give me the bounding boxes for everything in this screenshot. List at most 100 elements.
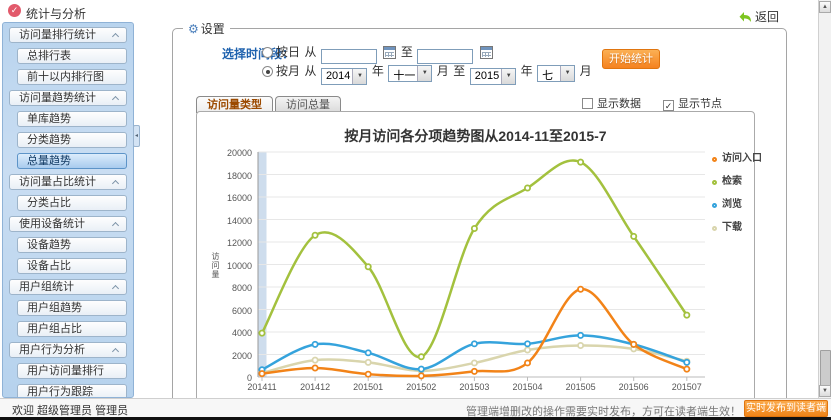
chevron-down-icon[interactable]: ▼: [501, 69, 516, 84]
legend-item[interactable]: 检索: [712, 171, 762, 187]
chevron-up-icon: [111, 179, 120, 188]
x-tick-label: 201501: [353, 382, 384, 392]
series-line-检索: [260, 159, 688, 359]
scroll-down-icon[interactable]: ▼: [819, 385, 831, 397]
data-point: [683, 358, 691, 366]
back-button[interactable]: 返回: [739, 8, 779, 24]
sidebar-item[interactable]: 用户行为跟踪: [17, 384, 127, 397]
data-point: [683, 365, 691, 373]
publish-button[interactable]: 实时发布到读者端: [744, 400, 828, 417]
from-year-select[interactable]: 2014 ▼: [320, 68, 368, 85]
data-point: [364, 370, 372, 378]
show-data-checkbox[interactable]: [582, 98, 593, 109]
x-tick-label: 201411: [247, 382, 277, 392]
scroll-up-icon[interactable]: ▲: [819, 1, 831, 13]
by-day-radio[interactable]: [262, 47, 273, 58]
calendar-icon[interactable]: [383, 46, 397, 59]
show-node-checkbox[interactable]: ✓: [663, 100, 674, 111]
y-tick-label: 8000: [231, 283, 252, 293]
sidebar-section-2[interactable]: 访问量占比统计: [9, 174, 127, 190]
to-year-select[interactable]: 2015 ▼: [469, 68, 517, 85]
x-tick-label: 201412: [300, 382, 331, 392]
publish-notice: 管理端增删改的操作需要实时发布，方可在读者端生效！: [466, 406, 741, 418]
chevron-down-icon[interactable]: ▼: [352, 69, 367, 84]
settings-legend: ⚙ 设置: [183, 20, 230, 37]
to-year-value: 2015: [474, 70, 500, 82]
check-circle-icon: ✓: [8, 4, 21, 17]
scrollbar-thumb[interactable]: [820, 350, 831, 386]
legend-marker-icon: [712, 157, 717, 162]
chevron-up-icon: [111, 347, 120, 356]
data-point: [364, 358, 372, 366]
data-point: [523, 340, 531, 348]
by-month-radio[interactable]: [262, 66, 273, 77]
by-month-row: 按月 从 2014 ▼ 年 十一 ▼ 月 至 2015 ▼ 年 七 ▼ 月: [262, 62, 592, 85]
data-point: [577, 331, 585, 339]
data-point: [577, 341, 585, 349]
sidebar-item[interactable]: 用户组占比: [17, 321, 127, 337]
sidebar-title: 统计与分析: [26, 7, 87, 21]
day-to-input[interactable]: [417, 49, 474, 64]
day-from-input[interactable]: [320, 49, 377, 64]
legend-marker-icon: [712, 226, 717, 231]
start-statistics-button[interactable]: 开始统计: [602, 49, 660, 69]
y-axis-label: 访问量: [211, 252, 220, 279]
data-point: [470, 340, 478, 348]
from-month-select[interactable]: 十一 ▼: [388, 65, 433, 82]
tab-1[interactable]: 访问总量: [275, 96, 341, 113]
from-label: 从: [304, 45, 317, 59]
chart-legend: 访问入口检索浏览下载: [712, 148, 762, 240]
sidebar-item[interactable]: 总排行表: [17, 48, 127, 64]
data-point: [630, 340, 638, 348]
x-tick-label: 201504: [512, 382, 543, 392]
to-month-select[interactable]: 七 ▼: [537, 65, 576, 82]
sidebar-item[interactable]: 设备趋势: [17, 237, 127, 253]
legend-marker-icon: [712, 180, 717, 185]
sidebar-section-5[interactable]: 用户行为分析: [9, 342, 127, 358]
chevron-down-icon[interactable]: ▼: [560, 66, 575, 81]
year-label: 年: [520, 64, 533, 78]
from-month-value: 十一: [393, 70, 416, 82]
sidebar-item[interactable]: 用户访问量排行: [17, 363, 127, 379]
y-tick-label: 12000: [226, 238, 252, 248]
sidebar-collapse-handle[interactable]: ◂: [133, 125, 140, 147]
sidebar-section-0[interactable]: 访问量排行统计: [9, 27, 127, 43]
sidebar-item[interactable]: 前十以内排行图: [17, 69, 127, 85]
sidebar-section-1[interactable]: 访问量趋势统计: [9, 90, 127, 106]
data-point: [311, 356, 319, 364]
data-point: [258, 370, 266, 378]
y-tick-label: 18000: [226, 170, 252, 181]
x-tick-label: 201506: [618, 382, 649, 392]
settings-legend-text: 设置: [200, 22, 225, 36]
sidebar-section-3[interactable]: 使用设备统计: [9, 216, 127, 232]
show-node-label: 显示节点: [678, 98, 722, 110]
sidebar-item[interactable]: 总量趋势: [17, 153, 127, 169]
sidebar-item[interactable]: 用户组趋势: [17, 300, 127, 316]
y-tick-label: 4000: [231, 328, 252, 338]
sidebar-item[interactable]: 分类占比: [17, 195, 127, 211]
tab-0[interactable]: 访问量类型: [196, 96, 273, 113]
sidebar: ✓ 统计与分析 访问量排行统计总排行表前十以内排行图访问量趋势统计单库趋势分类趋…: [0, 0, 138, 398]
welcome-text: 欢迎 超级管理员 管理员: [12, 405, 129, 417]
calendar-icon[interactable]: [479, 46, 493, 59]
data-point: [683, 311, 691, 319]
sidebar-item[interactable]: 单库趋势: [17, 111, 127, 127]
chart-tabbar: 访问量类型 访问总量: [196, 95, 343, 113]
sidebar-item[interactable]: 分类趋势: [17, 132, 127, 148]
legend-item[interactable]: 下载: [712, 217, 762, 233]
sidebar-section-4[interactable]: 用户组统计: [9, 279, 127, 295]
y-tick-label: 16000: [226, 193, 252, 203]
y-tick-label: 2000: [231, 350, 252, 361]
to-month-value: 七: [542, 70, 554, 82]
from-year-value: 2014: [325, 70, 351, 82]
y-tick-label: 0: [246, 373, 252, 383]
legend-item[interactable]: 访问入口: [712, 148, 762, 164]
sidebar-item[interactable]: 设备占比: [17, 258, 127, 274]
data-point: [523, 359, 531, 367]
y-tick-label: 14000: [226, 215, 252, 226]
data-point: [311, 364, 319, 372]
month-label: 月: [436, 64, 449, 78]
vertical-scrollbar[interactable]: ▲ ▼: [818, 0, 831, 398]
legend-item[interactable]: 浏览: [712, 194, 762, 210]
chevron-down-icon[interactable]: ▼: [417, 66, 432, 81]
